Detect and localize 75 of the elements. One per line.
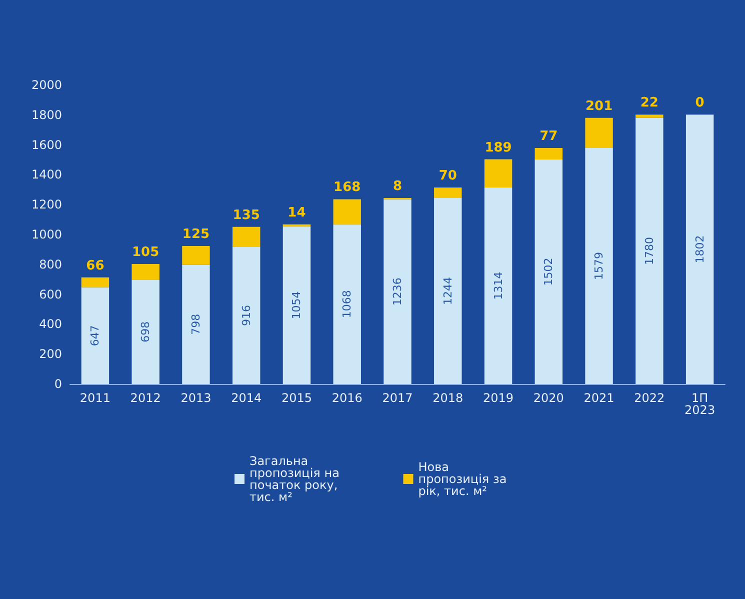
data-label: 168	[334, 180, 361, 196]
data-label: 698	[139, 321, 152, 342]
data-label: 1802	[693, 235, 706, 264]
data-label: 1780	[642, 236, 656, 265]
data-label: 8	[392, 179, 402, 194]
bar	[636, 118, 664, 384]
x-tick-label: 2022	[634, 391, 665, 405]
x-tick-label: 2011	[80, 391, 110, 405]
bar	[686, 114, 714, 384]
x-tick-label: 2014	[231, 391, 262, 405]
data-label: 1054	[290, 291, 304, 320]
y-tick-label: 1000	[31, 228, 62, 242]
legend-label: Загальна пропозиція на початок року, тис. м²	[250, 454, 344, 504]
data-label: 1502	[542, 258, 556, 286]
y-tick-label: 2000	[31, 78, 62, 92]
bar	[132, 264, 160, 280]
data-label: 1314	[492, 272, 505, 300]
x-tick-label: 2017	[382, 391, 413, 405]
data-label: 77	[540, 128, 558, 144]
data-label: 135	[232, 208, 260, 223]
bar	[534, 159, 563, 384]
y-tick-label: 1600	[31, 138, 62, 152]
bar	[333, 199, 361, 224]
data-label: 1579	[592, 252, 606, 280]
data-label: 647	[88, 325, 102, 346]
x-tick-label: 2016	[332, 391, 362, 405]
data-label: 916	[240, 305, 253, 326]
data-label: 201	[585, 98, 613, 114]
x-tick-label: 1П 2023	[684, 391, 716, 417]
bar	[182, 246, 210, 265]
x-tick-label: 2019	[482, 391, 514, 405]
y-tick-label: 600	[39, 287, 62, 302]
y-tick-label: 1200	[31, 198, 62, 212]
bar	[81, 277, 110, 288]
bar	[333, 224, 361, 384]
bar	[484, 159, 512, 188]
x-tick-label: 2018	[432, 391, 464, 405]
data-label: 70	[438, 168, 457, 184]
bar	[585, 148, 613, 384]
y-tick-label: 400	[39, 317, 62, 332]
data-label: 22	[640, 96, 658, 111]
x-tick-label: 2021	[584, 391, 614, 405]
data-label: 66	[86, 258, 104, 274]
x-tick-label: 2020	[533, 391, 564, 405]
bar	[434, 198, 462, 384]
data-label: 0	[695, 96, 704, 111]
x-tick-label: 2015	[281, 391, 312, 405]
bar	[585, 118, 613, 148]
y-tick-label: 1800	[31, 108, 62, 122]
y-tick-label: 800	[39, 257, 62, 272]
bar	[81, 287, 110, 384]
bar	[232, 226, 260, 248]
legend-label: Нова пропозиція за рік, тис. м²	[418, 460, 510, 498]
bar	[434, 188, 462, 198]
data-label: 125	[182, 227, 210, 242]
data-label: 189	[484, 140, 512, 156]
bar	[182, 264, 210, 384]
y-tick-label: 0	[54, 377, 62, 391]
x-tick-label: 2013	[180, 391, 212, 405]
data-label: 1244	[441, 277, 454, 306]
data-label: 14	[288, 205, 306, 220]
data-label: 105	[132, 244, 160, 260]
y-tick-label: 1400	[31, 168, 62, 182]
data-label: 1236	[391, 278, 404, 306]
bar	[232, 247, 260, 384]
bar	[282, 226, 311, 384]
bar	[534, 148, 563, 160]
x-tick-label: 2012	[130, 391, 161, 405]
data-label: 1068	[340, 290, 354, 318]
data-label: 798	[189, 314, 202, 335]
y-tick-label: 200	[39, 347, 62, 362]
bar	[484, 188, 512, 384]
bar	[636, 114, 664, 118]
bar	[132, 280, 160, 384]
bar	[384, 199, 412, 384]
